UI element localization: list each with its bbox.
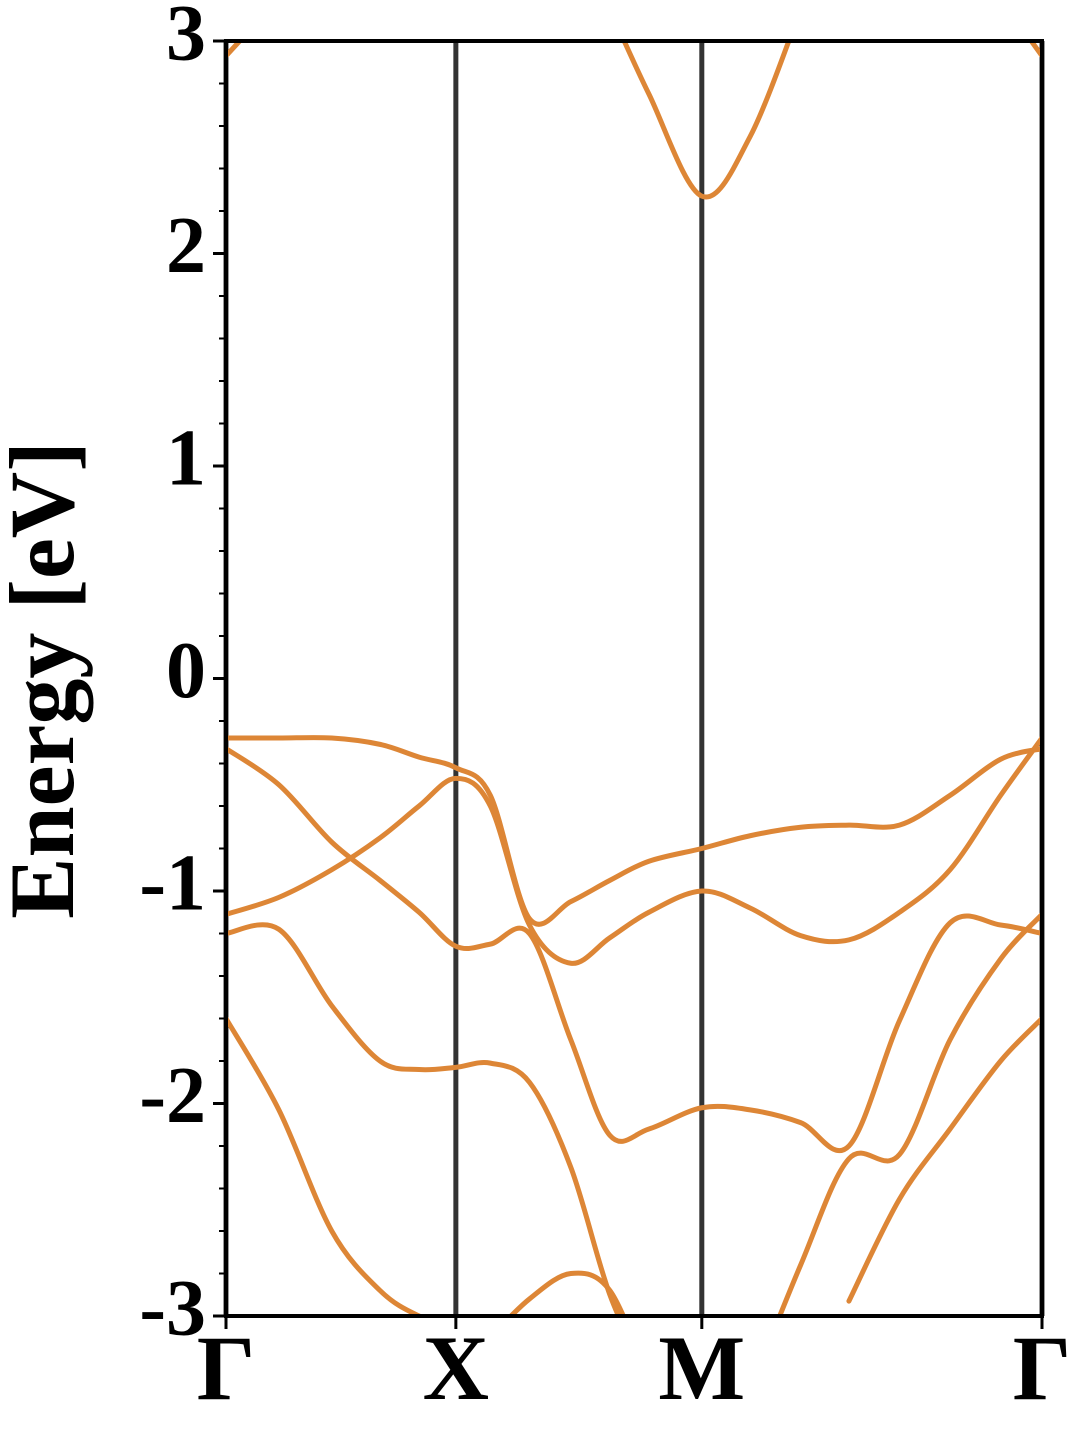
band-line	[226, 911, 1042, 1316]
y-tick-label: 3	[166, 0, 206, 77]
band-line	[226, 735, 1042, 927]
x-tick-label: Γ	[1013, 1317, 1072, 1419]
bands	[226, 41, 1042, 1316]
y-tick-label: -3	[139, 1264, 206, 1352]
band-line	[226, 41, 1042, 200]
plot-frame	[224, 39, 1044, 1318]
x-tick-label: M	[658, 1317, 745, 1419]
band-line	[226, 735, 1042, 966]
grid-layer	[223, 41, 1045, 1316]
y-tick-label: 0	[166, 627, 206, 715]
band-line	[226, 746, 1042, 1154]
y-tick-label: 2	[166, 202, 206, 290]
band-line	[507, 1270, 627, 1316]
y-tick-label: -1	[139, 839, 206, 927]
band-line	[226, 1016, 1042, 1316]
y-tick-label: -2	[139, 1052, 206, 1140]
y-tick-label: 1	[166, 414, 206, 502]
x-tick-label: X	[423, 1317, 489, 1419]
x-tick-label: Γ	[197, 1317, 256, 1419]
y-axis-label: Energy [eV]	[0, 441, 93, 919]
